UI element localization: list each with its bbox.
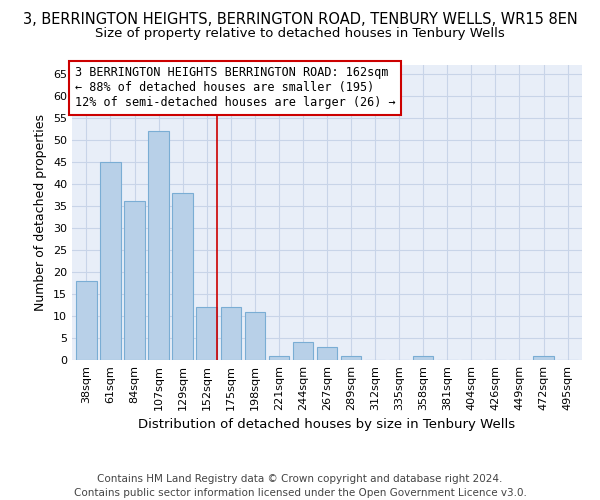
Bar <box>196 307 217 360</box>
Bar <box>245 312 265 360</box>
Bar <box>148 131 169 360</box>
Bar <box>533 356 554 360</box>
Y-axis label: Number of detached properties: Number of detached properties <box>34 114 47 311</box>
Bar <box>100 162 121 360</box>
Bar <box>124 202 145 360</box>
Text: Contains HM Land Registry data © Crown copyright and database right 2024.
Contai: Contains HM Land Registry data © Crown c… <box>74 474 526 498</box>
X-axis label: Distribution of detached houses by size in Tenbury Wells: Distribution of detached houses by size … <box>139 418 515 432</box>
Text: 3 BERRINGTON HEIGHTS BERRINGTON ROAD: 162sqm
← 88% of detached houses are smalle: 3 BERRINGTON HEIGHTS BERRINGTON ROAD: 16… <box>74 66 395 110</box>
Bar <box>341 356 361 360</box>
Bar <box>293 342 313 360</box>
Bar <box>221 307 241 360</box>
Bar <box>317 347 337 360</box>
Text: 3, BERRINGTON HEIGHTS, BERRINGTON ROAD, TENBURY WELLS, WR15 8EN: 3, BERRINGTON HEIGHTS, BERRINGTON ROAD, … <box>23 12 577 28</box>
Bar <box>413 356 433 360</box>
Bar <box>172 192 193 360</box>
Bar <box>269 356 289 360</box>
Bar <box>76 280 97 360</box>
Text: Size of property relative to detached houses in Tenbury Wells: Size of property relative to detached ho… <box>95 28 505 40</box>
